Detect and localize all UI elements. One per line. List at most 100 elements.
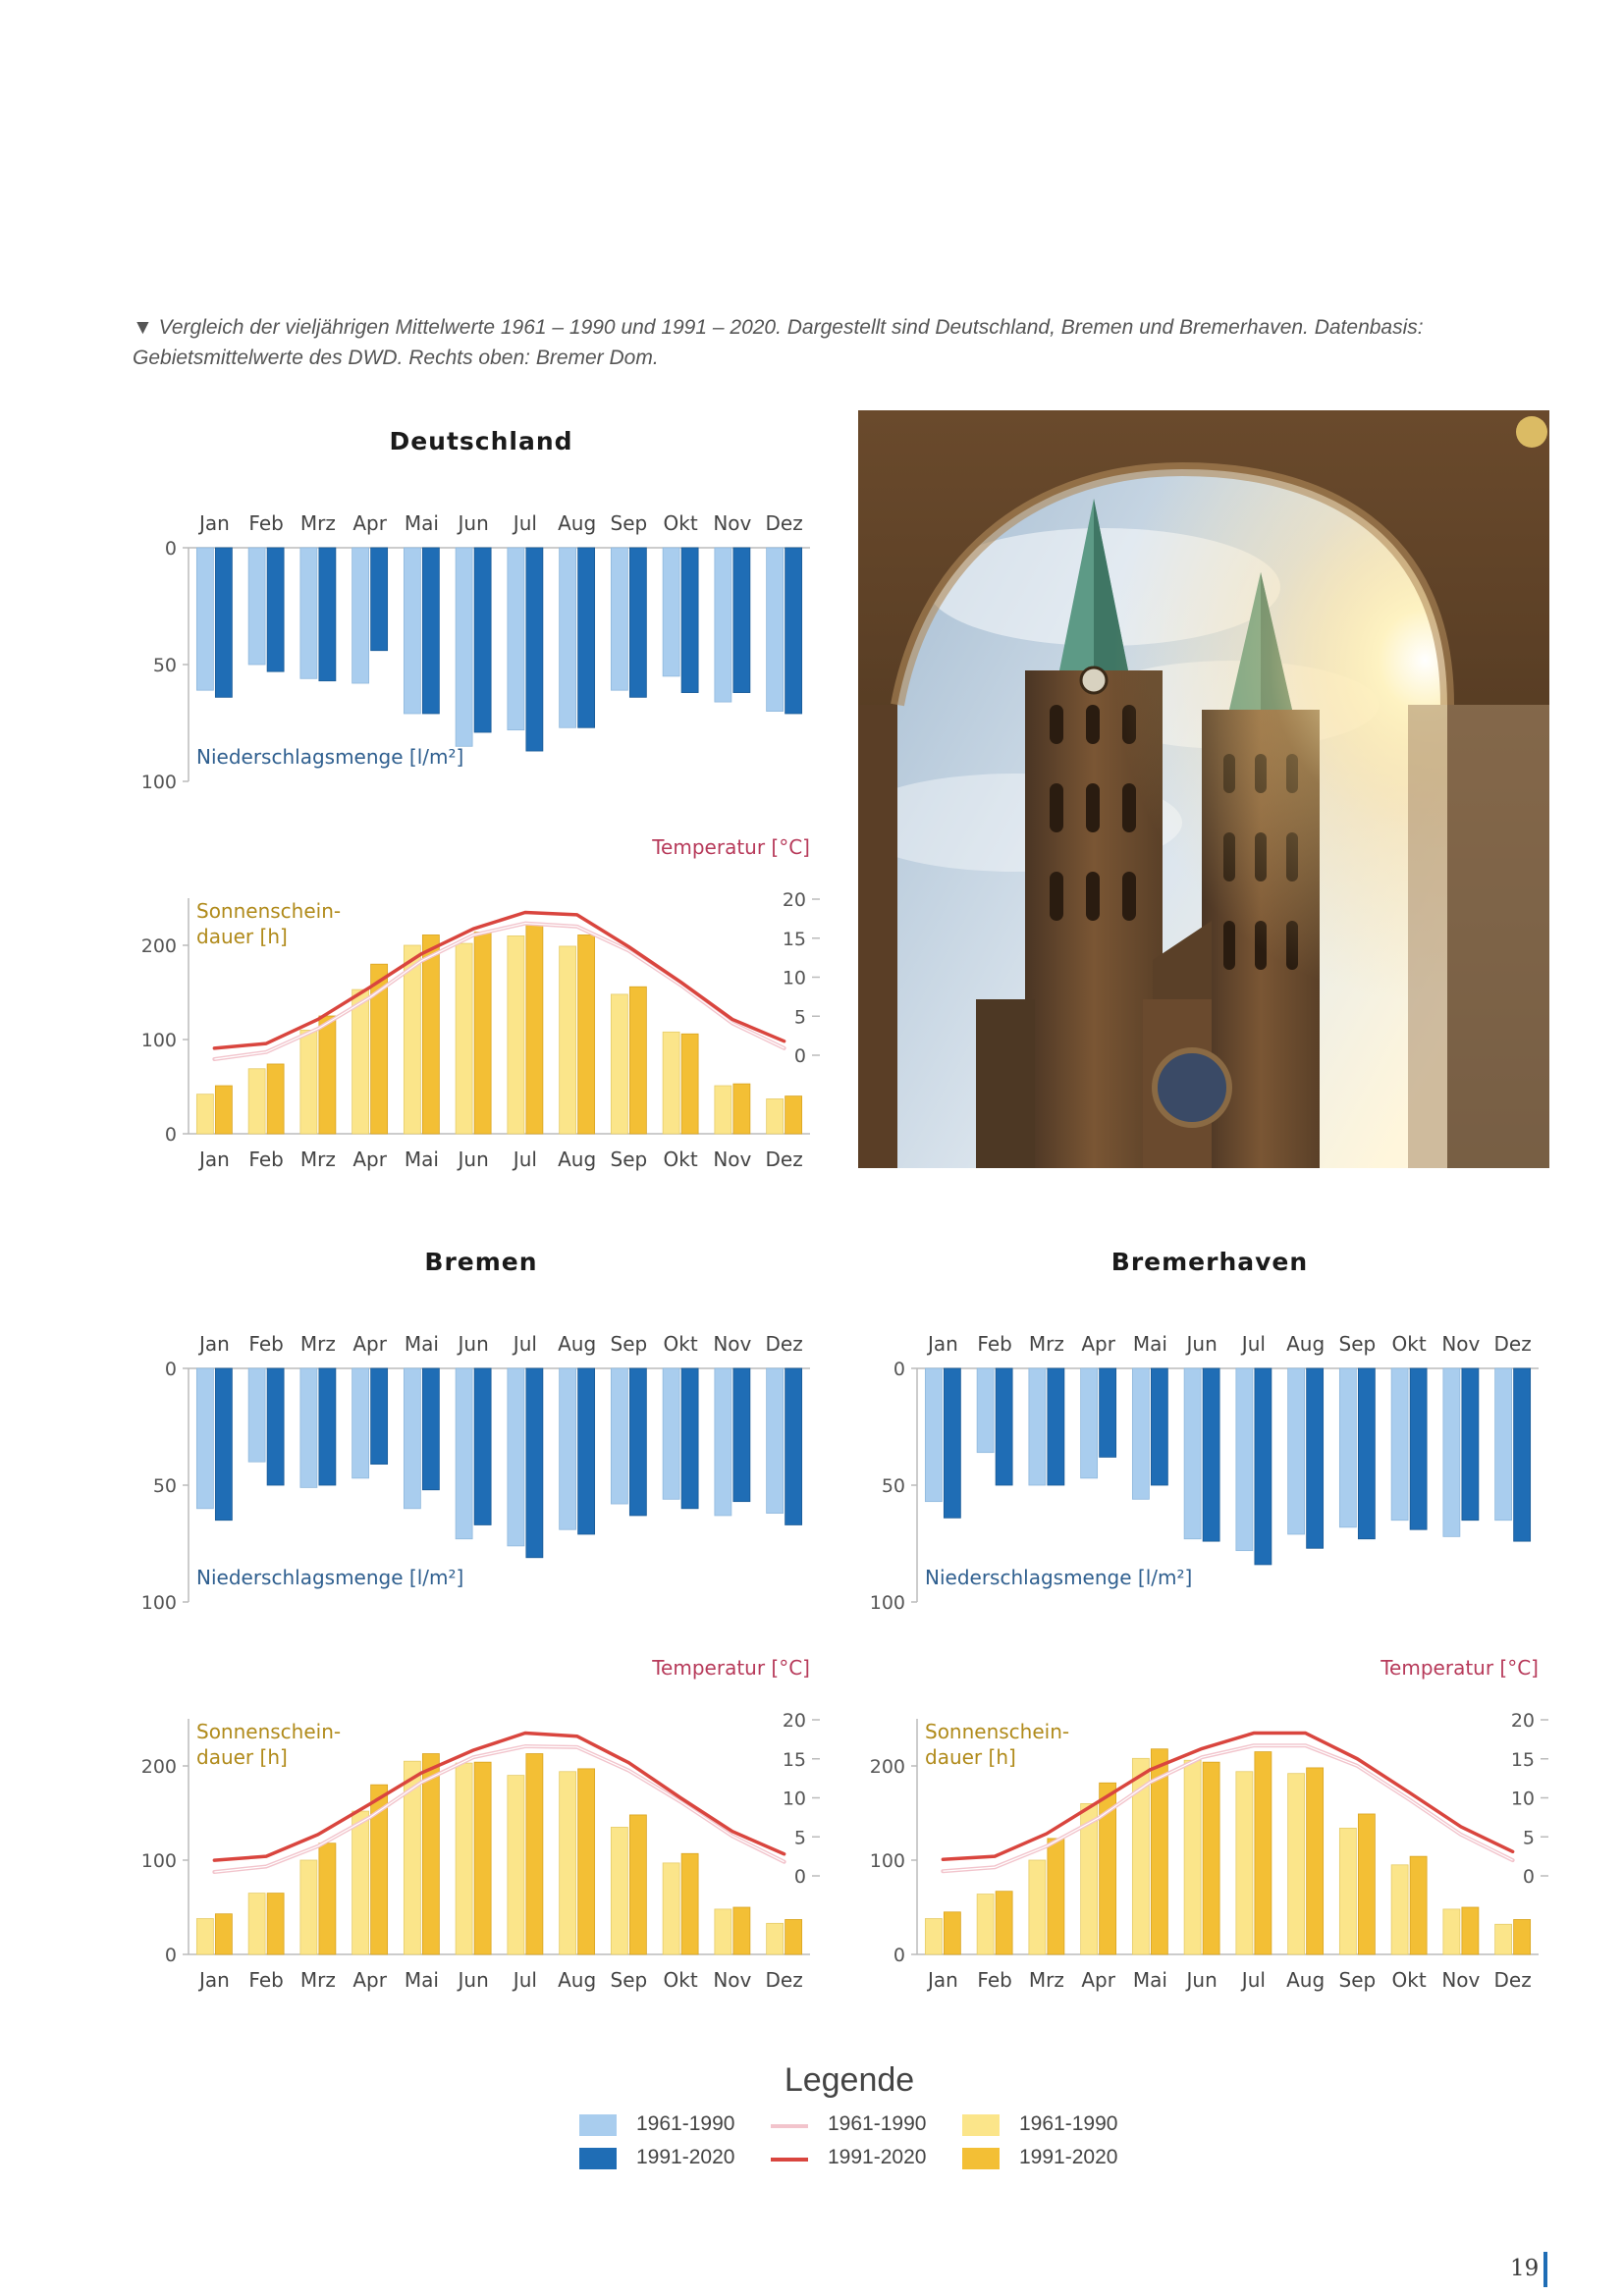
sun-bar-1991-2020 <box>680 1033 699 1135</box>
month-label-bottom: Nov <box>713 1148 751 1171</box>
sun-bar-1991-2020 <box>628 1814 647 1955</box>
month-label-top: Mai <box>1133 1332 1167 1356</box>
precip-bar-1961-1990 <box>195 547 214 691</box>
precip-bar-1961-1990 <box>507 547 525 731</box>
month-label-top: Aug <box>558 1332 596 1356</box>
chart-bremerhaven: Bremerhaven Jan Jan Feb Feb Mrz Mrz Apr Apr Mai Ma… <box>870 1248 1548 1992</box>
precip-tick-label: 50 <box>882 1475 905 1497</box>
month-label-bottom: Mai <box>1133 1968 1167 1992</box>
sun-bar-1961-1990 <box>662 1862 680 1955</box>
sun-bar-1991-2020 <box>1513 1919 1532 1955</box>
precip-bar-1991-2020 <box>680 1367 699 1510</box>
sun-bar-1991-2020 <box>473 1761 492 1955</box>
month-label-top: Jan <box>197 1332 230 1356</box>
sun-bar-1961-1990 <box>507 935 525 1135</box>
sun-bar-1991-2020 <box>214 1913 233 1955</box>
precip-bar-1991-2020 <box>943 1367 961 1519</box>
month-label-bottom: Mai <box>405 1968 439 1992</box>
month-label-top: Jun <box>457 511 489 535</box>
month-label-bottom: Feb <box>248 1968 283 1992</box>
precip-bar-1961-1990 <box>195 1367 214 1510</box>
sun-bar-1991-2020 <box>266 1893 285 1955</box>
sun-bar-1991-2020 <box>1461 1906 1480 1955</box>
precip-bar-1961-1990 <box>352 1367 370 1479</box>
precip-bar-1991-2020 <box>1150 1367 1168 1486</box>
sun-bar-1991-2020 <box>732 1906 751 1955</box>
month-label-top: Feb <box>977 1332 1011 1356</box>
month-label-top: Okt <box>664 1332 698 1356</box>
precip-bar-1991-2020 <box>785 1367 803 1525</box>
legend-swatch-precip-old <box>579 2114 617 2136</box>
month-label-top: Dez <box>766 1332 803 1356</box>
month-label-top: Jun <box>457 1332 489 1356</box>
month-label-bottom: Jun <box>1185 1968 1218 1992</box>
month-label-top: Jun <box>1185 1332 1218 1356</box>
precip-bar-1961-1990 <box>247 547 266 666</box>
month-label-bottom: Dez <box>766 1968 803 1992</box>
temp-tick-label: 0 <box>794 1045 806 1067</box>
sun-bar-1961-1990 <box>1442 1908 1461 1955</box>
month-label-top: Jan <box>926 1332 958 1356</box>
sun-bar-1961-1990 <box>1080 1803 1099 1955</box>
precip-bar-1991-2020 <box>628 547 647 698</box>
month-label-top: Jul <box>1240 1332 1266 1356</box>
month-label-bottom: Jul <box>1240 1968 1266 1992</box>
sun-axis-label-line1: Sonnenschein- <box>196 899 341 923</box>
month-label-top: Okt <box>1392 1332 1427 1356</box>
chart-deutschland: Deutschland Jan Jan Feb Feb Mrz Mrz Apr Apr Mai Ma… <box>141 427 820 1171</box>
temp-tick-label: 0 <box>1523 1866 1535 1888</box>
temp-line-1961-1990-core <box>214 1745 785 1873</box>
precip-tick-label: 100 <box>870 1592 905 1614</box>
sun-bar-1991-2020 <box>995 1891 1013 1955</box>
month-label-top: Apr <box>352 1332 387 1356</box>
temp-tick-label: 15 <box>1511 1749 1535 1771</box>
precip-bar-1961-1990 <box>1183 1367 1202 1540</box>
precip-bar-1991-2020 <box>1099 1367 1117 1458</box>
sun-bar-1961-1990 <box>766 1922 785 1955</box>
month-label-top: Aug <box>558 511 596 535</box>
month-label-bottom: Mrz <box>1029 1968 1064 1992</box>
temp-tick-label: 10 <box>783 1789 806 1810</box>
precip-axis-label: Niederschlagsmenge [l/m²] <box>925 1566 1192 1589</box>
sun-bar-1961-1990 <box>924 1918 943 1955</box>
sun-bar-1961-1990 <box>247 1893 266 1955</box>
month-label-top: Apr <box>1081 1332 1115 1356</box>
month-label-top: Apr <box>352 511 387 535</box>
precip-bar-1961-1990 <box>766 547 785 713</box>
sun-bar-1961-1990 <box>195 1094 214 1135</box>
precip-bar-1961-1990 <box>507 1367 525 1547</box>
precip-bar-1991-2020 <box>680 547 699 693</box>
sun-bar-1991-2020 <box>577 934 596 1135</box>
precip-tick-label: 100 <box>141 772 177 793</box>
sun-bar-1961-1990 <box>559 945 577 1135</box>
sun-axis-label-line1: Sonnenschein- <box>196 1720 341 1743</box>
precip-bar-1991-2020 <box>1202 1367 1220 1542</box>
sun-bar-1961-1990 <box>299 1030 318 1135</box>
precip-bar-1991-2020 <box>473 1367 492 1525</box>
precip-bar-1961-1990 <box>247 1367 266 1463</box>
sun-tick-label: 200 <box>141 935 177 957</box>
sun-axis-label-line2: dauer [h] <box>196 1745 288 1769</box>
precip-bar-1961-1990 <box>714 547 732 703</box>
precip-bar-1961-1990 <box>1080 1367 1099 1479</box>
sun-bar-1991-2020 <box>628 986 647 1135</box>
precip-bar-1991-2020 <box>732 547 751 693</box>
sun-bar-1991-2020 <box>1409 1855 1428 1955</box>
sun-bar-1961-1990 <box>1338 1827 1357 1955</box>
month-label-bottom: Okt <box>1392 1968 1427 1992</box>
month-label-top: Jul <box>512 511 537 535</box>
month-label-bottom: Jul <box>512 1148 537 1171</box>
month-label-top: Jan <box>197 511 230 535</box>
sun-tick-label: 200 <box>870 1756 905 1778</box>
sun-bar-1991-2020 <box>1202 1761 1220 1955</box>
precip-tick-label: 0 <box>893 1359 905 1380</box>
temp-tick-label: 15 <box>783 929 806 950</box>
sun-bar-1961-1990 <box>1131 1757 1150 1955</box>
month-label-bottom: Nov <box>1441 1968 1480 1992</box>
precip-bar-1991-2020 <box>732 1367 751 1503</box>
sun-bar-1961-1990 <box>1183 1759 1202 1955</box>
precip-bar-1961-1990 <box>299 1367 318 1488</box>
month-label-bottom: Mai <box>405 1148 439 1171</box>
sun-bar-1961-1990 <box>455 1762 473 1955</box>
sun-bar-1961-1990 <box>610 993 628 1135</box>
